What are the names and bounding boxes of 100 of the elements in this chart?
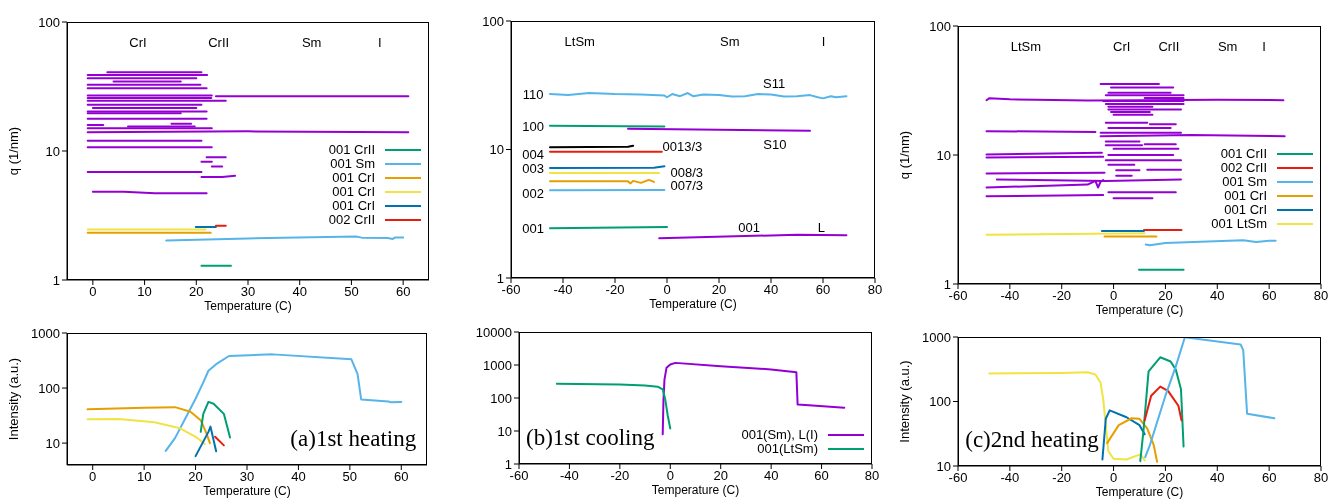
y-tick-label: 1000 — [483, 357, 512, 373]
y-axis-title: q (1/nm) — [896, 130, 912, 180]
annotation: I — [1262, 38, 1266, 54]
x-tick-label: -40 — [560, 468, 579, 484]
x-axis-title: Temperature (C) — [202, 484, 292, 498]
annotation: CrII — [208, 34, 230, 50]
annotation: L — [817, 219, 826, 235]
annotation: LtSm — [564, 33, 595, 49]
y-tick-label: 100 — [490, 390, 512, 406]
x-axis-title: Temperature (C) — [1094, 303, 1185, 317]
x-tick-label: -20 — [1052, 470, 1072, 486]
x-tick-label: -60 — [948, 288, 968, 304]
legend-label: 001 CrI — [332, 184, 375, 200]
annotation: (a)1st heating — [290, 425, 417, 452]
x-tick-label: 40 — [1210, 288, 1225, 304]
x-tick-label: 60 — [394, 469, 409, 485]
y-tick-label: 100 — [38, 14, 60, 30]
y-tick-label: 10000 — [475, 324, 512, 340]
x-tick-label: -60 — [501, 282, 521, 298]
x-tick-label: 60 — [814, 468, 829, 484]
y-tick-label: 100 — [482, 13, 504, 29]
legend-label: 001 CrI — [1224, 188, 1267, 204]
x-tick-label: 10 — [136, 469, 152, 485]
x-tick-label: -40 — [1000, 288, 1020, 304]
annotation: I — [821, 33, 826, 49]
annotation: (c)2nd heating — [965, 427, 1099, 454]
x-tick-label: 20 — [188, 469, 203, 485]
annotation: CrII — [1158, 38, 1180, 54]
x-tick-label: 50 — [342, 469, 358, 485]
y-tick-label: 1000 — [31, 325, 60, 341]
x-tick-label: -40 — [1000, 470, 1020, 486]
y-axis-title: Intensity (a.u.) — [5, 357, 21, 441]
x-tick-label: 20 — [1158, 288, 1173, 304]
annotation: 004 — [522, 146, 545, 162]
x-tick-label: 80 — [867, 282, 883, 298]
x-tick-label: -60 — [509, 468, 529, 484]
annotation: Sm — [720, 33, 740, 49]
annotation: 008/3 — [670, 164, 704, 180]
x-tick-label: 60 — [1261, 470, 1277, 486]
annotation: S11 — [763, 75, 786, 91]
x-tick-label: 10 — [137, 284, 152, 300]
legend-label: 001 Sm — [330, 156, 375, 172]
x-tick-label: 80 — [1313, 470, 1329, 486]
y-axis-title: Intensity (a.u.) — [896, 360, 912, 443]
x-tick-label: 20 — [1158, 470, 1173, 486]
annotation: 007/3 — [670, 177, 704, 193]
x-tick-label: 40 — [291, 469, 306, 485]
y-tick-label: 1000 — [922, 329, 951, 345]
x-tick-label: 60 — [395, 284, 411, 300]
legend-label: 001 LtSm — [1211, 216, 1267, 232]
x-tick-label: 40 — [763, 282, 779, 298]
x-tick-label: 50 — [344, 284, 359, 300]
x-tick-label: -20 — [605, 282, 625, 298]
y-tick-label: 1 — [504, 456, 512, 472]
annotation: 100 — [522, 118, 545, 134]
x-tick-label: 0 — [1109, 288, 1118, 304]
y-tick-label: 10 — [489, 142, 504, 158]
legend-label: 001(Sm), L(I) — [741, 427, 818, 442]
legend-label: 001 CrII — [1220, 146, 1267, 162]
annotation: 001 — [738, 219, 760, 235]
annotation: Sm — [1217, 38, 1238, 54]
legend-label: 001(LtSm) — [757, 441, 818, 456]
x-axis-title: Temperature (C) — [203, 299, 293, 313]
y-tick-label: 10 — [45, 143, 60, 159]
y-tick-label: 10 — [497, 423, 512, 439]
x-tick-label: 30 — [240, 284, 256, 300]
annotation: S10 — [763, 136, 787, 152]
x-tick-label: -60 — [948, 470, 968, 486]
x-tick-label: -20 — [1052, 288, 1072, 304]
x-tick-label: 60 — [1261, 288, 1277, 304]
annotation: 0013/3 — [662, 138, 703, 154]
x-tick-label: 0 — [1109, 470, 1118, 486]
y-tick-label: 10 — [936, 147, 951, 163]
x-tick-label: 60 — [815, 282, 831, 298]
annotation: CrI — [129, 34, 147, 50]
annotation: (b)1st cooling — [526, 424, 655, 451]
y-tick-label: 100 — [929, 394, 951, 410]
y-tick-label: 100 — [929, 18, 951, 34]
legend-label: 001 CrI — [332, 198, 375, 214]
x-tick-label: 20 — [713, 468, 728, 484]
y-axis-title: q (1/nm) — [5, 126, 21, 176]
x-tick-label: -20 — [610, 468, 630, 484]
x-tick-label: 20 — [189, 284, 204, 300]
x-axis-title: Temperature (C) — [648, 297, 738, 311]
annotation: 110 — [522, 86, 544, 102]
x-tick-label: 40 — [1210, 470, 1225, 486]
x-axis-title: Temperature (C) — [650, 483, 741, 497]
annotation: CrI — [1113, 38, 1131, 54]
annotation: 001 — [522, 220, 545, 236]
x-axis-title: Temperature (C) — [1094, 485, 1185, 499]
y-tick-label: 1 — [496, 270, 504, 286]
x-tick-label: 0 — [663, 282, 671, 298]
legend-label: 002 CrII — [328, 212, 375, 228]
y-tick-label: 10 — [936, 458, 951, 474]
x-tick-label: 40 — [763, 468, 779, 484]
legend-label: 001 CrII — [328, 142, 375, 158]
annotation: I — [377, 34, 382, 50]
x-tick-label: 40 — [292, 284, 307, 300]
annotation: LtSm — [1010, 38, 1042, 54]
annotation: 002 — [522, 185, 545, 201]
